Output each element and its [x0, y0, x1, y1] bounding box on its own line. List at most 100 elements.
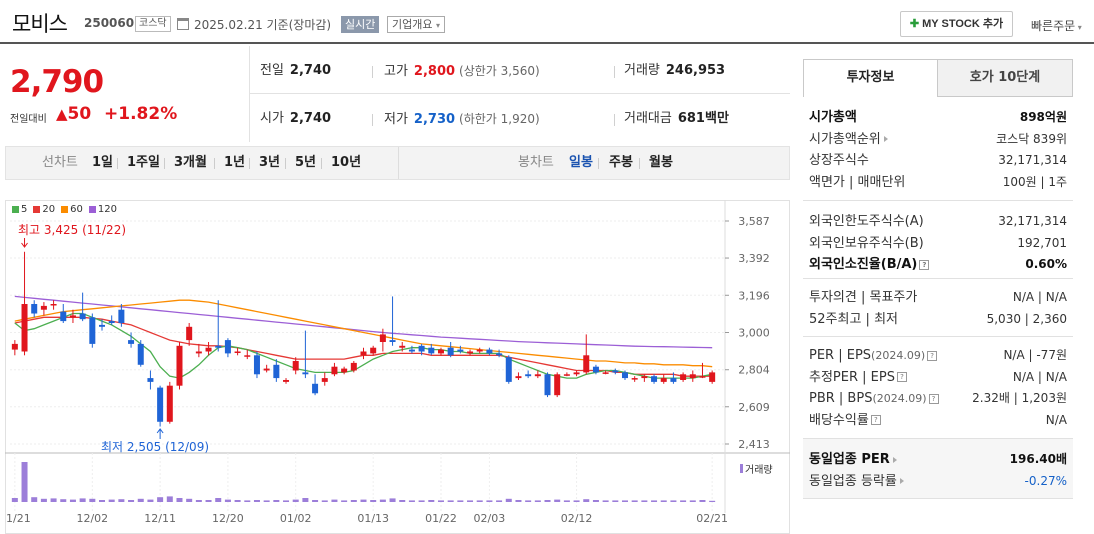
- tab-order-book[interactable]: 호가 10단계: [937, 59, 1073, 97]
- ma-legend: 5 20 60 120: [12, 204, 123, 215]
- candle-monthly[interactable]: 월봉: [649, 155, 673, 170]
- candle: [534, 374, 541, 377]
- info-row-label[interactable]: 동일업종 등락률: [809, 471, 904, 492]
- volume-bar: [157, 497, 164, 502]
- y-tick-label: 2,413: [738, 438, 770, 451]
- amount-value: 681: [677, 111, 705, 126]
- info-row-label-text: 동일업종 PER: [809, 452, 890, 467]
- day-high: 고가 2,800 (상한가 3,560): [384, 46, 540, 94]
- info-row-label: 상장주식수: [809, 150, 869, 171]
- candle: [40, 305, 47, 310]
- candle: [253, 355, 260, 375]
- candle: [283, 379, 290, 382]
- candle: [21, 304, 28, 352]
- quick-order-menu[interactable]: 빠른주문 ▾: [1031, 17, 1082, 34]
- candle: [573, 372, 580, 375]
- arrow-up-icon: [156, 428, 164, 439]
- info-row: PBR | BPS(2024.09)? 2.32배 | 1,203원: [809, 388, 1067, 409]
- info-row-sublabel: (2024.09): [871, 349, 926, 362]
- info-row-label[interactable]: 동일업종 PER: [809, 449, 897, 470]
- prev-close-value: 2,740: [289, 63, 332, 78]
- info-row-label: 외국인한도주식수(A): [809, 211, 924, 232]
- tab-investment-info[interactable]: 투자정보: [803, 59, 938, 97]
- range-1d[interactable]: 1일: [92, 155, 114, 170]
- chart-frame: [5, 200, 790, 534]
- volume-bar: [215, 498, 222, 502]
- add-mystock-button[interactable]: ✚ MY STOCK 추가: [900, 11, 1013, 37]
- range-10y[interactable]: 10년: [331, 155, 362, 170]
- info-row-label-text: 투자의견 | 목표주가: [809, 290, 918, 305]
- volume-bar: [457, 500, 464, 502]
- info-row-value: 0.60%: [1025, 257, 1067, 271]
- help-icon[interactable]: ?: [927, 350, 938, 361]
- current-price-panel: 2,790 전일대비 ▲50 +1.82%: [0, 46, 250, 142]
- help-icon[interactable]: ?: [928, 393, 939, 404]
- candle: [263, 368, 270, 371]
- candle: [505, 357, 512, 382]
- info-row-value: -0.27%: [1024, 473, 1067, 488]
- chevron-down-icon: ▾: [435, 21, 440, 30]
- chevron-down-icon: ▾: [1075, 23, 1082, 32]
- price-change-percent: +1.82%: [104, 104, 178, 124]
- info-row-label: 외국인소진율(B/A)?: [809, 254, 930, 275]
- candle: [621, 372, 628, 379]
- info-row-value: 2.32배 | 1,203원: [972, 391, 1067, 405]
- range-3m[interactable]: 3개월: [174, 155, 207, 170]
- volume-bar: [641, 500, 648, 502]
- company-overview-dropdown[interactable]: 기업개요 ▾: [387, 16, 445, 33]
- info-row-label[interactable]: 시가총액순위: [809, 129, 888, 150]
- volume-bar: [602, 500, 609, 502]
- range-1y[interactable]: 1년: [224, 155, 246, 170]
- info-row-value: 코스닥 839위: [996, 131, 1067, 146]
- line-chart-title: 선차트: [42, 155, 78, 170]
- candle: [428, 347, 435, 354]
- info-row-label: 시가총액: [809, 107, 857, 128]
- price-chart[interactable]: 5 20 60 120 3,587 3,392 3,196 3,000 2,804 2,609 2…: [5, 200, 790, 534]
- info-row-label-text: 상장주식수: [809, 153, 869, 168]
- volume-bar: [699, 500, 706, 502]
- realtime-button[interactable]: 실시간: [341, 16, 380, 33]
- info-row-label: 52주최고 | 최저: [809, 309, 898, 330]
- info-row-label-text: 동일업종 등락률: [809, 473, 897, 489]
- candle: [486, 349, 493, 354]
- plus-icon: ✚: [909, 18, 920, 30]
- candle: [389, 340, 396, 342]
- candle: [399, 345, 406, 348]
- volume-bar: [224, 499, 231, 502]
- range-5y[interactable]: 5년: [295, 155, 317, 170]
- help-icon[interactable]: ?: [896, 372, 907, 382]
- candle: [476, 349, 483, 352]
- candle: [166, 385, 173, 422]
- open-price: 시가 2,740: [260, 94, 331, 142]
- y-tick-label: 2,609: [738, 401, 770, 414]
- ma-line-ma20: [14, 316, 713, 377]
- open-label: 시가: [260, 111, 284, 126]
- candle: [205, 347, 212, 352]
- info-row-value: 192,701: [1017, 235, 1067, 250]
- change-label: 전일대비: [10, 114, 47, 125]
- info-row-label-text: 배당수익률: [809, 412, 869, 428]
- range-3y[interactable]: 3년: [259, 155, 281, 170]
- info-row-label-text: 시가총액순위: [809, 131, 881, 147]
- candle-daily[interactable]: 일봉: [569, 155, 593, 170]
- candle: [408, 349, 415, 352]
- volume-bar: [118, 499, 125, 502]
- stock-name[interactable]: 모비스: [12, 12, 68, 36]
- candle-weekly[interactable]: 주봉: [609, 155, 633, 170]
- ma-line-ma60: [14, 299, 713, 368]
- info-row-value: 32,171,314: [998, 214, 1067, 228]
- candle: [631, 378, 638, 380]
- candle: [89, 317, 96, 344]
- range-1w[interactable]: 1주일: [127, 155, 160, 170]
- volume-label: 거래량: [745, 464, 773, 476]
- candle: [680, 374, 687, 380]
- help-icon[interactable]: ?: [870, 415, 881, 425]
- candle: [612, 370, 619, 373]
- help-icon[interactable]: ?: [919, 259, 930, 270]
- volume-bar: [350, 500, 357, 502]
- info-row-sublabel: (2024.09): [872, 392, 927, 405]
- legend-label: 20: [42, 204, 56, 215]
- candle: [224, 340, 231, 354]
- info-row: 추정PER | EPS? N/A | N/A: [809, 367, 1067, 388]
- x-tick-label: 11/21: [5, 512, 31, 525]
